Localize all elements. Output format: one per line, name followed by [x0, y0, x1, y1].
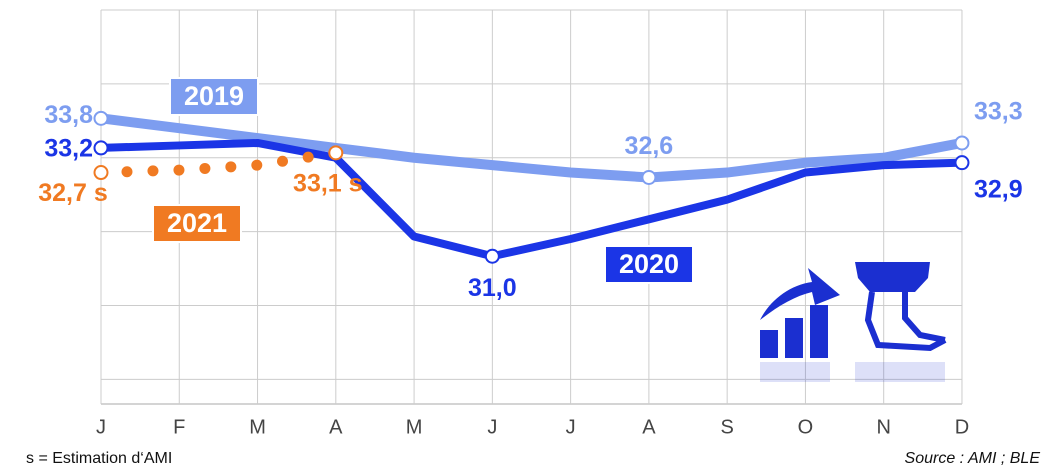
- point-marker: [954, 135, 970, 151]
- value-label: 32,6: [625, 132, 674, 160]
- x-tick-label: N: [876, 416, 890, 438]
- point-marker: [641, 169, 657, 185]
- icon: [760, 262, 947, 382]
- value-label: 32,9: [974, 175, 1023, 203]
- point-marker: [93, 140, 109, 156]
- value-label: 33,3: [974, 98, 1023, 126]
- legend-label: 2021: [167, 208, 227, 238]
- x-tick-label: M: [249, 416, 266, 438]
- x-tick-label: F: [173, 416, 185, 438]
- x-tick-label: O: [798, 416, 814, 438]
- point-marker: [93, 165, 109, 181]
- x-tick-label: A: [642, 416, 656, 438]
- point-marker: [484, 248, 500, 264]
- value-label: 31,0: [468, 274, 517, 302]
- point-marker: [328, 145, 344, 161]
- value-label: 33,1 s: [293, 169, 363, 197]
- x-tick-label: S: [720, 416, 733, 438]
- series-line: [97, 138, 966, 261]
- legend-label: 2020: [619, 249, 679, 279]
- value-label: 32,7 s: [38, 179, 108, 207]
- legend-box: [604, 245, 694, 284]
- plot: 33,8 32,6 33,3 2019 33,2 31,0 32,9 2020 32,7 s 33…: [38, 77, 1023, 302]
- value-label: 33,2: [44, 135, 93, 163]
- x-tick-label: M: [406, 416, 423, 438]
- legend-label: 2019: [184, 81, 244, 111]
- x-tick-label: J: [96, 416, 106, 438]
- value-label: 33,8: [44, 101, 93, 129]
- x-tick-label: A: [329, 416, 343, 438]
- point-marker: [954, 155, 970, 171]
- source: Source : AMI ; BLE: [905, 450, 1041, 467]
- point-marker: [93, 110, 109, 126]
- x-tick-label: J: [566, 416, 576, 438]
- legend-box: [152, 204, 242, 243]
- footnote: s = Estimation d‘AMI: [26, 450, 172, 467]
- x-tick-label: J: [487, 416, 497, 438]
- x-tick-label: D: [955, 416, 969, 438]
- series-line: [96, 113, 967, 183]
- legend-box: [169, 77, 259, 116]
